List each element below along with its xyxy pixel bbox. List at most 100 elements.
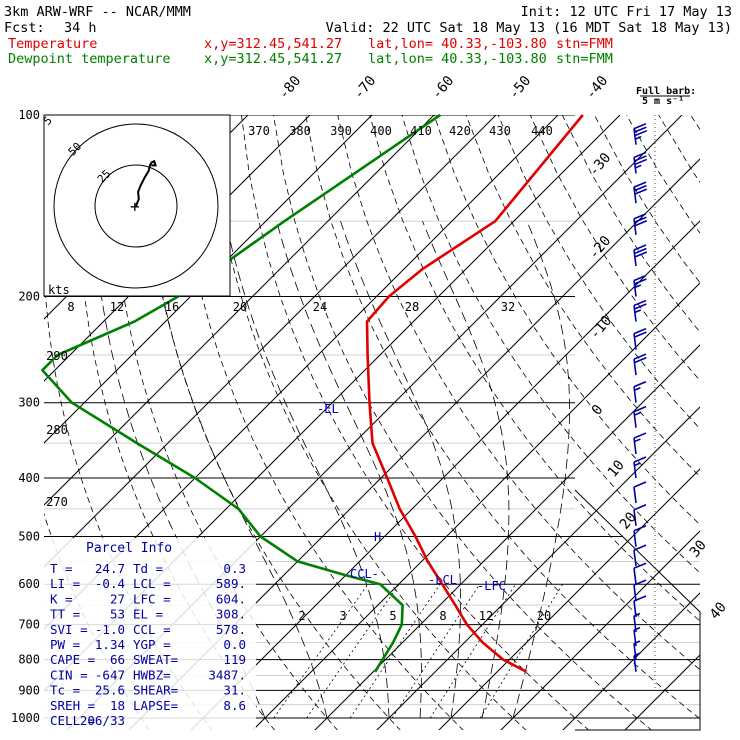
hodograph-ring-inner [94,164,178,248]
wind-barb-flag [633,544,647,551]
wind-barb-half [634,411,641,416]
wind-barb-half [634,284,642,289]
isotherm-line [44,115,435,506]
upper-scale-label: 8 [67,300,74,314]
hodograph-trace [135,159,157,207]
isotherm-line [562,592,700,730]
mixing-ratio-line [391,583,481,719]
isobar-label: 1000 [11,711,40,725]
isobar-label: 700 [18,618,40,632]
wind-barb [633,579,647,602]
parcel-info-cell: TT = [50,607,80,622]
wind-barb-flag [633,456,647,463]
parcel-info-cell: 1.34 [95,637,125,652]
wind-barb-half [634,462,641,467]
theta-label: 400 [370,124,392,138]
diagram-grid [44,115,701,731]
wind-barb [633,244,648,267]
isobar-label: 500 [18,529,40,543]
wind-barb-flag [634,356,647,364]
isobar-label: 600 [18,577,40,591]
wind-barb [633,652,641,672]
isotherm-line [44,115,497,568]
left-theta-label: 290 [46,349,68,363]
hodograph-inset: 5 50 25 + kts [41,114,231,297]
parcel-info-cell: 31. [223,683,246,698]
parcel-info-cell: LFC = [133,591,171,606]
left-theta-label: 280 [46,423,68,437]
isotherm-label: 40 [707,599,730,622]
isotherm-line [252,282,700,730]
wind-barb-half [633,640,641,645]
wind-barb-flag [634,184,647,192]
wind-barb-flag [633,504,647,511]
wind-barb-flag [633,405,647,413]
parcel-info-cell: SHEAR= [133,683,178,698]
dry-adiabat-line [626,115,700,234]
parcel-info-cell: 25.6 [95,683,125,698]
wind-barb-flag [634,251,648,258]
wind-barb-shaft [633,550,637,567]
wind-barb [633,151,648,174]
wind-barb-shaft [633,530,637,547]
mixing-ratio-line [349,583,441,719]
dry-adiabat-line [241,115,590,730]
dry-adiabat-line [305,115,700,720]
barb-legend: Full barb: 5 m s⁻¹ [636,86,696,107]
moist-adiabat-line [276,221,422,719]
chart-header: 3km ARW-WRF -- NCAR/MMM Init: 12 UTC Fri… [4,4,732,67]
wind-barb-flag [634,158,648,166]
parcel-info-background [44,538,256,730]
dry-adiabat-line [690,115,700,131]
wind-barb [633,181,648,204]
wind-barb [633,432,647,455]
wind-barb-half [634,386,641,391]
parcel-info-cell: 0.0 [223,637,246,652]
isotherm-label: -70 [351,73,380,103]
wind-barb [633,640,641,660]
wind-barb [633,562,647,585]
parcel-info-cell: CELL = [50,713,95,728]
wind-barb-flag [634,220,648,227]
moist-adiabat-line [340,221,461,719]
wind-barb-flag [633,380,647,388]
dry-adiabat-line [433,115,700,526]
dry-adiabat-line [401,115,700,574]
wind-barb [633,380,647,403]
hodograph-kts-label: kts [48,283,70,297]
parcel-info-rows: T = 24.7 Td = 0.3 LI = -0.4 LCL = 589. K = 27 LFC … [50,561,246,728]
parcel-info-cell: 0.3 [223,561,246,576]
parcel-info-cell: LCL = [133,576,171,591]
legend-dewpoint-xy: x,y=312.45,541.27 [204,51,342,67]
wind-barb-flag [634,247,647,255]
parcel-info-cell: 119 [223,652,246,667]
valid-label: Valid: 22 UTC Sat 18 May 13 (16 MDT Sat … [326,20,732,36]
isotherm-line [44,115,373,444]
moist-adiabat-line [422,221,510,719]
parcel-info-cell: YGP = [133,637,171,652]
wind-barb-flag [633,122,647,130]
theta-label: 380 [289,124,311,138]
legend-temperature: Temperature [8,36,97,52]
dry-adiabat-line [337,115,700,671]
marker-lfc: -LFC [477,579,506,593]
wind-barb-flag [634,126,647,133]
wind-barb-half [634,438,641,443]
parcel-info-cell: LAPSE= [133,698,178,713]
wind-barb-flag [633,353,647,360]
wind-barb [633,595,647,618]
wind-barb-flag [633,213,647,220]
dry-adiabat-line [176,115,464,730]
upper-scale-label: 16 [165,300,179,314]
parcel-info-cell: Tc = [50,683,80,698]
mixing-ratio-line [273,583,369,719]
wind-barb-shaft [633,643,637,660]
parcel-info-cell: 8.6 [223,698,246,713]
legend-temperature-stn: stn=FMM [556,36,613,52]
parcel-info-cell: K = [50,591,73,606]
isotherm-line [190,220,700,730]
parcel-info-cell: -0.4 [95,576,125,591]
moist-adiabat-line [512,221,570,719]
parcel-info-cell: 27 [110,591,125,606]
